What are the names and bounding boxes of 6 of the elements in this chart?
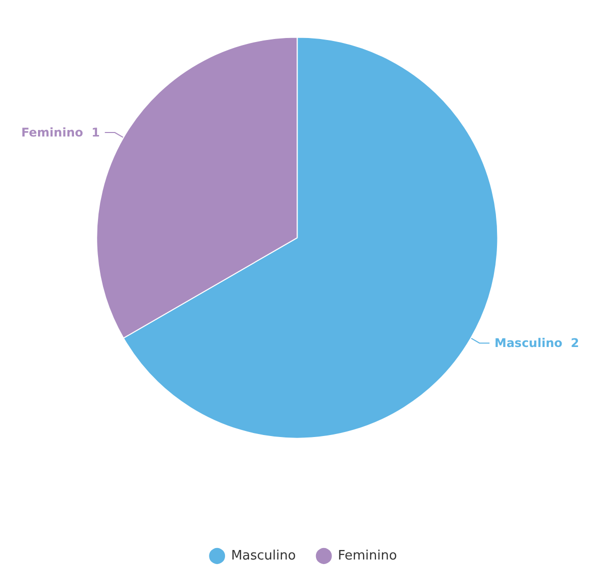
slice-label: Feminino [21,126,84,140]
legend-label: Feminino [338,548,397,564]
legend-label: Masculino [231,548,296,564]
data-label: 1 [91,126,100,140]
slice-label: Masculino [494,336,562,350]
data-label: 2 [570,336,580,350]
